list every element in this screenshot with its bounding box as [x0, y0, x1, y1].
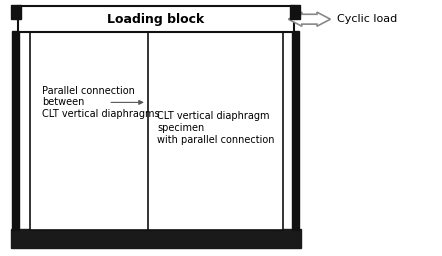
- Text: Loading block: Loading block: [107, 13, 205, 26]
- Bar: [12, 31, 19, 230]
- Bar: [11, 229, 301, 248]
- Bar: [292, 31, 299, 230]
- Text: CLT vertical diaphragm
specimen
with parallel connection: CLT vertical diaphragm specimen with par…: [157, 111, 274, 145]
- Bar: [18, 6, 294, 32]
- Bar: [34, 31, 42, 230]
- Polygon shape: [288, 12, 331, 26]
- Text: Cyclic load: Cyclic load: [337, 14, 397, 24]
- Bar: [273, 31, 280, 230]
- Bar: [145, 31, 152, 230]
- Text: Parallel connection
between
CLT vertical diaphragms: Parallel connection between CLT vertical…: [42, 86, 160, 119]
- Bar: [30, 32, 283, 230]
- Bar: [290, 5, 300, 19]
- Bar: [11, 5, 21, 19]
